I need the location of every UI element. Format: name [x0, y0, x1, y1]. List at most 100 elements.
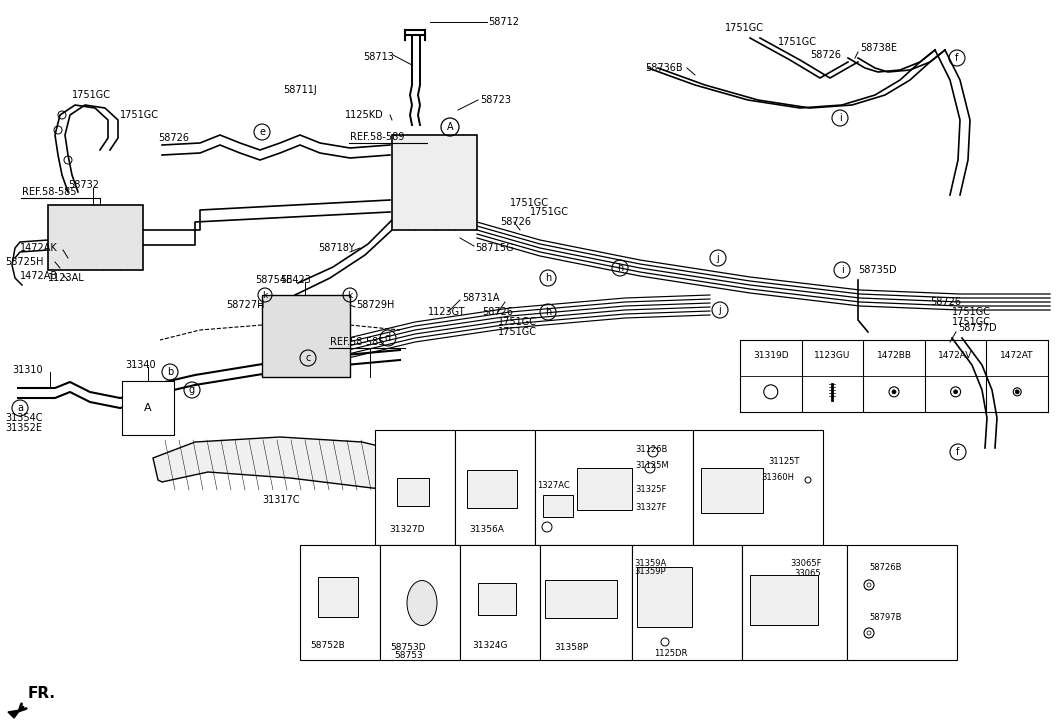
FancyBboxPatch shape	[392, 135, 477, 230]
Text: j: j	[749, 550, 753, 558]
Text: 31310: 31310	[12, 365, 43, 375]
Text: 58738E: 58738E	[860, 43, 897, 53]
Text: 58753: 58753	[394, 651, 423, 659]
Bar	[742, 545, 847, 660]
Text: b: b	[461, 435, 467, 443]
Text: 31327F: 31327F	[635, 504, 667, 513]
Text: 1123GT: 1123GT	[428, 307, 466, 317]
Text: 31354C: 31354C	[5, 413, 43, 423]
Text: 31340: 31340	[125, 360, 155, 370]
Text: 31319D: 31319D	[753, 351, 789, 361]
Text: 1472AB: 1472AB	[20, 271, 58, 281]
Text: 31359P: 31359P	[634, 568, 665, 577]
Text: i: i	[839, 113, 842, 123]
Text: REF.58-585: REF.58-585	[330, 337, 385, 347]
Text: 1751GC: 1751GC	[510, 198, 549, 208]
Text: d: d	[385, 333, 391, 343]
Text: 58753D: 58753D	[390, 643, 425, 651]
Text: 1125KD: 1125KD	[345, 110, 384, 120]
Text: g: g	[189, 385, 196, 395]
Text: 58726: 58726	[482, 307, 513, 317]
FancyBboxPatch shape	[48, 205, 144, 270]
Text: 58797B: 58797B	[868, 613, 901, 622]
FancyBboxPatch shape	[637, 567, 692, 627]
Text: 31360H: 31360H	[761, 473, 794, 483]
Text: h: h	[546, 550, 552, 558]
Text: e: e	[259, 127, 265, 137]
Polygon shape	[9, 710, 20, 718]
Text: h: h	[617, 263, 623, 273]
Text: k: k	[854, 550, 859, 558]
Text: d: d	[699, 435, 705, 443]
Text: 1472AV: 1472AV	[939, 351, 973, 361]
Bar	[455, 430, 535, 545]
Text: 58725H: 58725H	[5, 257, 44, 267]
Text: h: h	[545, 307, 551, 317]
Text: 58726: 58726	[158, 133, 189, 143]
Text: a: a	[382, 435, 387, 443]
Text: 1751GC: 1751GC	[952, 307, 991, 317]
Bar	[693, 430, 823, 545]
Text: 58423: 58423	[280, 275, 310, 285]
Text: h: h	[545, 273, 551, 283]
Text: REF.58-589: REF.58-589	[350, 132, 404, 142]
Text: 1751GC: 1751GC	[497, 327, 537, 337]
Text: 31126B: 31126B	[635, 446, 668, 454]
Text: 31358P: 31358P	[554, 643, 588, 651]
Text: 1125DR: 1125DR	[654, 648, 688, 657]
Text: A: A	[446, 122, 453, 132]
Text: 58711J: 58711J	[283, 85, 317, 95]
Text: 1751GC: 1751GC	[725, 23, 764, 33]
Text: 1472BB: 1472BB	[877, 351, 911, 361]
Text: REF.58-585: REF.58-585	[22, 187, 77, 197]
Text: 1327AC: 1327AC	[537, 481, 570, 489]
Text: 31125T: 31125T	[767, 457, 799, 467]
Text: j: j	[716, 253, 720, 263]
Text: 1751GC: 1751GC	[120, 110, 159, 120]
Text: 31125M: 31125M	[635, 460, 669, 470]
Text: FR.: FR.	[28, 686, 56, 701]
Bar	[460, 545, 540, 660]
Text: 1123GU: 1123GU	[814, 351, 850, 361]
Text: 31356A: 31356A	[469, 526, 504, 534]
Text: e: e	[306, 550, 311, 558]
Text: 58731A: 58731A	[462, 293, 500, 303]
Text: 58726: 58726	[930, 297, 961, 307]
Text: 1751GC: 1751GC	[952, 317, 991, 327]
Bar	[540, 545, 632, 660]
Text: 58754E: 58754E	[255, 275, 292, 285]
Circle shape	[1015, 390, 1019, 394]
Text: 31352E: 31352E	[5, 423, 43, 433]
Text: 1123AL: 1123AL	[48, 273, 85, 283]
Circle shape	[892, 390, 896, 394]
Text: 33065F: 33065F	[790, 558, 822, 568]
Bar	[632, 545, 742, 660]
Text: j: j	[719, 305, 722, 315]
Text: 58729H: 58729H	[356, 300, 394, 310]
FancyBboxPatch shape	[577, 468, 632, 510]
Text: 1751GC: 1751GC	[778, 37, 817, 47]
Circle shape	[867, 583, 871, 587]
FancyBboxPatch shape	[261, 295, 350, 377]
Text: 1751GC: 1751GC	[72, 90, 111, 100]
Text: 58715G: 58715G	[475, 243, 513, 253]
Text: 1472AT: 1472AT	[1000, 351, 1034, 361]
Text: 58736B: 58736B	[645, 63, 682, 73]
Bar	[535, 430, 693, 545]
Text: 58726B: 58726B	[868, 563, 901, 571]
Text: a: a	[17, 403, 23, 413]
Text: 58727H: 58727H	[226, 300, 265, 310]
Text: 58735D: 58735D	[858, 265, 896, 275]
Text: 33065: 33065	[794, 569, 821, 577]
Text: 1751GC: 1751GC	[530, 207, 569, 217]
Text: 58726: 58726	[500, 217, 532, 227]
Text: 31317C: 31317C	[261, 495, 300, 505]
Text: 31327D: 31327D	[389, 526, 424, 534]
Text: 58712: 58712	[488, 17, 519, 27]
Text: 58718Y: 58718Y	[318, 243, 355, 253]
FancyBboxPatch shape	[543, 495, 573, 517]
FancyBboxPatch shape	[478, 583, 516, 615]
FancyBboxPatch shape	[545, 580, 617, 618]
Bar	[379, 545, 460, 660]
Circle shape	[954, 390, 958, 394]
